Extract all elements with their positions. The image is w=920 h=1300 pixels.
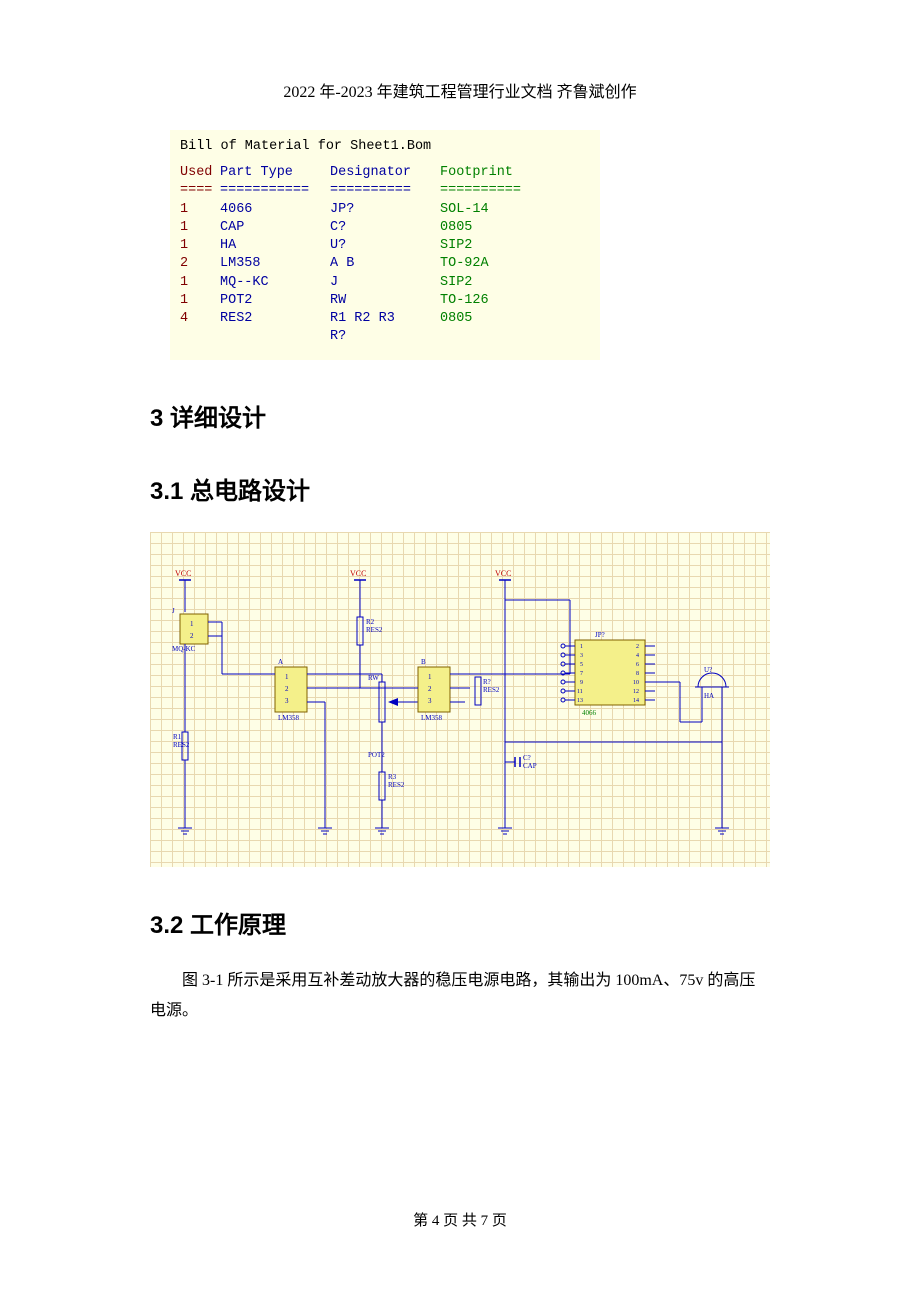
bom-h1: Used: [180, 164, 220, 182]
svg-text:RES2: RES2: [388, 781, 405, 789]
svg-text:6: 6: [636, 662, 639, 668]
bom-s3: ==========: [330, 182, 440, 200]
r3: [379, 772, 385, 800]
table-row: 14066JP?SOL-14: [180, 201, 590, 219]
ground-icon: [178, 822, 192, 834]
svg-text:C?: C?: [523, 754, 531, 762]
chip-a: [275, 667, 307, 712]
ground-icon: [318, 762, 332, 834]
svg-text:2: 2: [190, 632, 194, 640]
svg-text:CAP: CAP: [523, 762, 537, 770]
svg-text:R?: R?: [483, 678, 491, 686]
svg-text:LM358: LM358: [278, 714, 300, 722]
bom-h4: Footprint: [440, 164, 550, 182]
vcc-1: VCC: [175, 569, 191, 612]
svg-text:9: 9: [580, 680, 583, 686]
svg-text:2: 2: [285, 685, 289, 693]
svg-text:3: 3: [285, 697, 289, 705]
svg-text:1: 1: [580, 644, 583, 650]
table-row: 1POT2RWTO-126: [180, 292, 590, 310]
bom-s4: ==========: [440, 182, 550, 200]
bom-header-row: Used Part Type Designator Footprint: [180, 164, 590, 182]
table-row: R?: [180, 328, 590, 346]
bom-h2: Part Type: [220, 164, 330, 182]
table-row: 1HAU?SIP2: [180, 237, 590, 255]
svg-text:RES2: RES2: [173, 741, 190, 749]
svg-text:1: 1: [428, 673, 432, 681]
schematic-svg: VCC VCC VCC 1 2 J MQ-KC 1 2 3 A LM358: [150, 532, 770, 867]
circuit-schematic: VCC VCC VCC 1 2 J MQ-KC 1 2 3 A LM358: [150, 532, 770, 867]
heading-3-1: 3.1 总电路设计: [150, 471, 770, 506]
bom-h3: Designator: [330, 164, 440, 182]
svg-text:12: 12: [633, 689, 639, 695]
svg-text:POT2: POT2: [368, 751, 385, 759]
page-header: 2022 年-2023 年建筑工程管理行业文档 齐鲁斌创作: [150, 78, 770, 102]
bom-s2: ===========: [220, 182, 330, 200]
svg-text:11: 11: [577, 689, 583, 695]
svg-text:8: 8: [636, 671, 639, 677]
bom-title: Bill of Material for Sheet1.Bom: [180, 138, 590, 156]
svg-text:10: 10: [633, 680, 639, 686]
chip-j: [180, 614, 208, 644]
r7: [475, 677, 481, 705]
svg-text:LM358: LM358: [421, 714, 443, 722]
svg-text:VCC: VCC: [350, 569, 366, 578]
svg-text:HA: HA: [704, 692, 714, 700]
table-row: 2LM358A BTO-92A: [180, 255, 590, 273]
svg-text:14: 14: [633, 698, 639, 704]
capacitor: C? CAP: [505, 754, 537, 770]
page-footer: 第 4 页 共 7 页: [0, 1209, 920, 1230]
svg-text:U?: U?: [704, 666, 712, 674]
table-row: 1MQ--KCJSIP2: [180, 274, 590, 292]
svg-text:JP?: JP?: [595, 631, 605, 639]
table-row: 4RES2R1 R2 R30805: [180, 310, 590, 328]
svg-text:RES2: RES2: [366, 626, 383, 634]
buzzer-icon: [698, 673, 726, 687]
heading-3: 3 详细设计: [150, 398, 770, 433]
svg-text:5: 5: [580, 662, 583, 668]
chip-b: [418, 667, 450, 712]
svg-text:VCC: VCC: [495, 569, 511, 578]
svg-text:4066: 4066: [582, 709, 597, 717]
svg-text:J: J: [172, 607, 175, 615]
table-row: 1CAPC?0805: [180, 219, 590, 237]
svg-text:2: 2: [428, 685, 432, 693]
svg-text:2: 2: [636, 644, 639, 650]
svg-text:4: 4: [636, 653, 639, 659]
bom-s1: ====: [180, 182, 220, 200]
svg-text:R2: R2: [366, 618, 375, 626]
svg-text:B: B: [421, 658, 426, 666]
svg-text:R1: R1: [173, 733, 182, 741]
svg-text:3: 3: [580, 653, 583, 659]
ground-icon: [375, 822, 389, 834]
svg-text:RW: RW: [368, 674, 379, 682]
svg-text:RES2: RES2: [483, 686, 500, 694]
svg-text:A: A: [278, 658, 283, 666]
svg-text:3: 3: [428, 697, 432, 705]
svg-text:VCC: VCC: [175, 569, 191, 578]
r2: [357, 617, 363, 645]
bom-table: Bill of Material for Sheet1.Bom Used Par…: [170, 130, 600, 360]
svg-text:1: 1: [190, 620, 194, 628]
bom-sep-row: ==== =========== ========== ==========: [180, 182, 590, 200]
vcc-2: VCC: [350, 569, 366, 612]
svg-text:MQ-KC: MQ-KC: [172, 645, 196, 653]
svg-text:7: 7: [580, 671, 583, 677]
body-paragraph: 图 3-1 所示是采用互补差动放大器的稳压电源电路，其输出为 100mA、75v…: [150, 966, 770, 1027]
svg-text:13: 13: [577, 698, 583, 704]
ground-icon: [715, 822, 729, 834]
heading-3-2: 3.2 工作原理: [150, 905, 770, 940]
svg-text:R3: R3: [388, 773, 397, 781]
svg-text:1: 1: [285, 673, 289, 681]
ground-icon: [498, 802, 512, 834]
chip-4066: [575, 640, 645, 705]
potentiometer: RW POT2: [368, 674, 398, 759]
vcc-3: VCC: [495, 569, 511, 600]
